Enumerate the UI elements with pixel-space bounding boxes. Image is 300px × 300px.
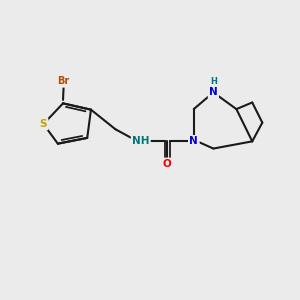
Text: N: N xyxy=(189,136,198,146)
Text: N: N xyxy=(189,136,198,146)
Text: O: O xyxy=(163,159,172,169)
Text: S: S xyxy=(40,119,47,129)
Text: NH: NH xyxy=(132,136,149,146)
Text: H: H xyxy=(210,77,217,86)
Text: N: N xyxy=(209,87,218,98)
Text: Br: Br xyxy=(58,76,70,86)
